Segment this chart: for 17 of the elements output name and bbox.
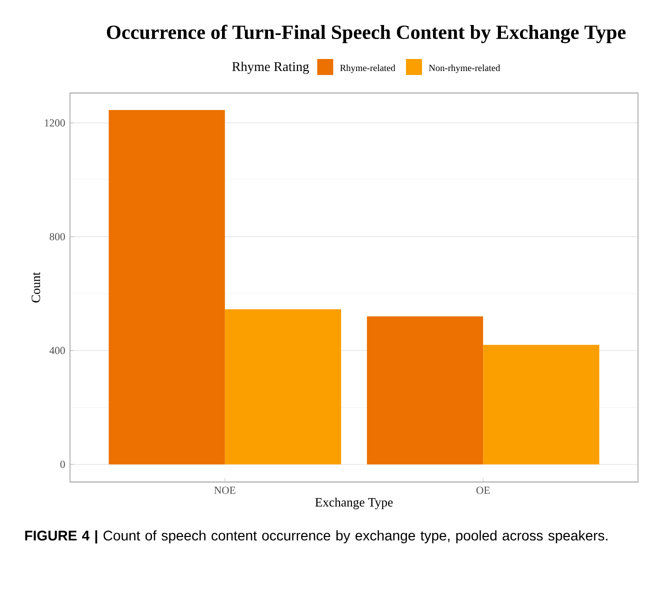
chart-title: Occurrence of Turn-Final Speech Content by Exchange Type: [106, 24, 626, 44]
y-tick-label: 0: [60, 460, 65, 468]
bar: [108, 110, 225, 464]
x-axis-title: Exchange Type: [315, 498, 393, 510]
bar: [366, 316, 484, 464]
bar: [224, 309, 342, 464]
y-axis-title: Count: [32, 272, 40, 302]
y-tick-label: 1200: [44, 119, 65, 126]
legend-label: Rhyme-related: [340, 64, 396, 73]
bar: [483, 344, 600, 464]
legend-label: Non-rhyme-related: [428, 64, 500, 73]
y-tick-label: 800: [50, 233, 65, 240]
y-tick-label: 400: [50, 346, 65, 354]
legend-title: Rhyme Rating: [232, 62, 309, 74]
x-tick-label: NOE: [214, 486, 236, 494]
x-tick-label: OE: [476, 486, 490, 494]
text: FIGURE 4 | Count of speech content occurrence by exchange type, pooled across speakers.: [25, 530, 608, 544]
